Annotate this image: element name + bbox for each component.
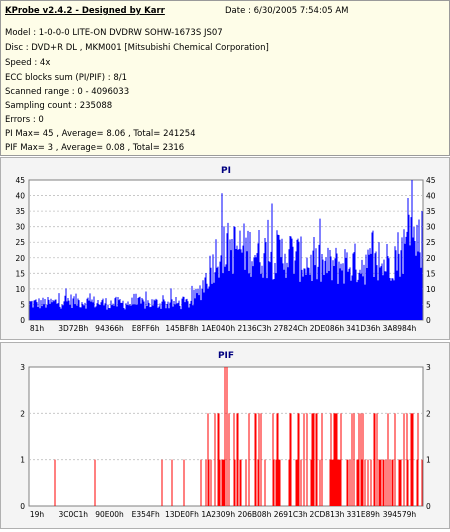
info-model: Model : 1-0-0-0 LITE-ON DVDRW SOHW-1673S… <box>5 28 223 38</box>
pi-y-tick-right: 45 <box>426 176 436 185</box>
pi-y-tick-right: 30 <box>426 223 436 232</box>
pif-y-tick-left: 2 <box>20 409 25 418</box>
pi-x-tick-label: 94366h <box>95 324 124 333</box>
pif-y-tick-left: 0 <box>20 502 25 511</box>
info-disc: Disc : DVD+R DL , MKM001 [Mitsubishi Che… <box>5 43 269 53</box>
pi-y-tick-left: 45 <box>15 176 25 185</box>
pi-y-tick-right: 25 <box>426 238 436 247</box>
pif-x-tick-label: 3C0C1h <box>58 510 88 519</box>
pi-y-tick-left: 30 <box>15 223 25 232</box>
pi-y-tick-right: 20 <box>426 254 436 263</box>
pi-y-tick-right: 15 <box>426 269 436 278</box>
pi-y-tick-left: 25 <box>15 238 25 247</box>
pif-x-tick-label: 2691C3h <box>274 510 308 519</box>
pif-x-tick-label: E354Fh <box>132 510 160 519</box>
info-ecc: ECC blocks sum (PI/PIF) : 8/1 <box>5 73 128 83</box>
pi-y-tick-right: 40 <box>426 192 436 201</box>
pi-x-tick-label: 341D36h <box>346 324 381 333</box>
pif-y-tick-left: 1 <box>20 456 25 465</box>
pi-y-tick-left: 0 <box>20 316 25 325</box>
pi-y-tick-right: 5 <box>426 300 431 309</box>
pi-x-tick-label: 2136C3h <box>238 324 272 333</box>
pif-y-tick-right: 2 <box>426 409 431 418</box>
pif-plot-area <box>28 366 424 507</box>
pi-x-tick-label: 2DE086h <box>310 324 345 333</box>
pif-y-tick-right: 0 <box>426 502 431 511</box>
pif-x-tick-label: 331E89h <box>347 510 381 519</box>
pi-y-tick-left: 20 <box>15 254 25 263</box>
pif-x-tick-label: 1A2309h <box>201 510 235 519</box>
pi-chart-panel: PI 0 0 5 5 10 10 15 15 20 20 25 25 30 30 35 35 40 40 45 45 8… <box>0 157 450 340</box>
info-sampling: Sampling count : 235088 <box>5 101 113 111</box>
info-pif-stats: PIF Max= 3 , Average= 0.08 , Total= 2316 <box>5 143 185 153</box>
pi-x-tick-label: 3A8984h <box>383 324 417 333</box>
info-errors: Errors : 0 <box>5 115 44 125</box>
info-pi-stats: PI Max= 45 , Average= 8.06 , Total= 2412… <box>5 129 196 139</box>
pif-x-tick-label: 19h <box>30 510 45 519</box>
info-range: Scanned range : 0 - 4096033 <box>5 87 130 97</box>
pi-x-tick-label: 1AE040h <box>201 324 235 333</box>
pi-chart: PI 0 0 5 5 10 10 15 15 20 20 25 25 30 30 35 35 40 40 45 45 8… <box>15 166 436 333</box>
pi-x-tick-label: 3D72Bh <box>58 324 88 333</box>
pi-x-tick-label: 27824Ch <box>274 324 308 333</box>
pi-y-tick-left: 10 <box>15 285 25 294</box>
pif-chart-title: PIF <box>218 351 234 361</box>
pif-x-tick-label: 394579h <box>383 510 417 519</box>
pi-chart-title: PI <box>221 166 231 176</box>
pif-y-tick-left: 3 <box>20 363 25 372</box>
pi-y-tick-left: 15 <box>15 269 25 278</box>
info-panel: KProbe v2.4.2 - Designed by Karr Date : … <box>0 0 450 156</box>
pi-y-tick-right: 0 <box>426 316 431 325</box>
info-speed: Speed : 4x <box>5 58 51 68</box>
pi-y-tick-left: 5 <box>20 300 25 309</box>
pif-y-tick-right: 3 <box>426 363 431 372</box>
pif-chart: PIF 0 0 1 1 2 2 3 3 19h 3C0C1h 90E00h E354Fh 13DE0Fh… <box>20 351 431 519</box>
pi-y-tick-right: 35 <box>426 207 436 216</box>
pif-x-tick-label: 2CD813h <box>310 510 345 519</box>
pif-x-tick-label: 90E00h <box>95 510 124 519</box>
scan-date: Date : 6/30/2005 7:54:05 AM <box>225 6 349 16</box>
pif-chart-panel: PIF 0 0 1 1 2 2 3 3 19h 3C0C1h 90E00h E354Fh 13DE0Fh… <box>0 342 450 529</box>
pif-x-tick-label: 13DE0Fh <box>165 510 199 519</box>
pi-y-tick-right: 10 <box>426 285 436 294</box>
app-title: KProbe v2.4.2 - Designed by Karr <box>5 6 165 16</box>
pi-x-tick-label: 81h <box>30 324 45 333</box>
pi-y-tick-left: 40 <box>15 192 25 201</box>
pi-y-tick-left: 35 <box>15 207 25 216</box>
pi-x-tick-label: E8FF6h <box>132 324 160 333</box>
pi-x-tick-label: 145BF8h <box>165 324 199 333</box>
pif-x-tick-label: 206B08h <box>238 510 272 519</box>
pif-y-tick-right: 1 <box>426 456 431 465</box>
